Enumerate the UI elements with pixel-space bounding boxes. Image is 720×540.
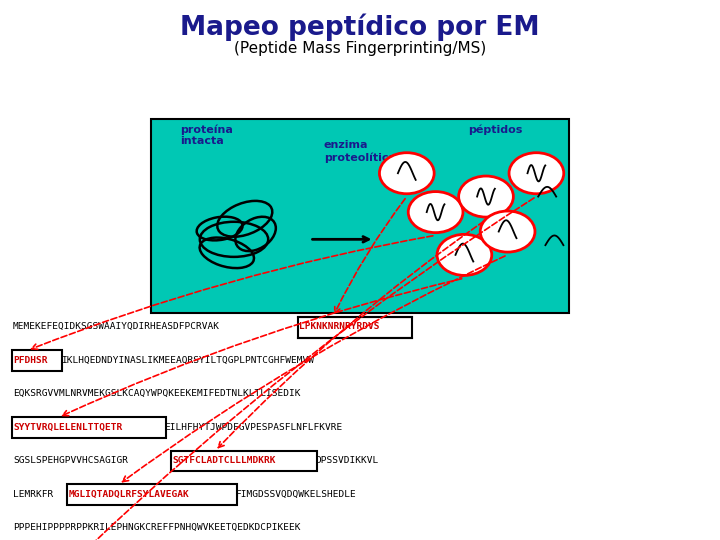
Circle shape — [459, 176, 513, 217]
Text: enzima
proteolítica: enzima proteolítica — [324, 140, 396, 163]
Bar — [151, 119, 569, 313]
Bar — [12, 417, 166, 438]
Text: DPSSVDIKKVL: DPSSVDIKKVL — [315, 456, 379, 465]
Circle shape — [480, 211, 535, 252]
Text: Mapeo peptídico por EM: Mapeo peptídico por EM — [180, 14, 540, 41]
Text: MGLIQTADQLRFSYLAVEGAK: MGLIQTADQLRFSYLAVEGAK — [68, 490, 189, 498]
Bar — [298, 317, 412, 338]
Circle shape — [437, 234, 492, 275]
Text: EQKSRGVVMLNRVMEKGSLKCAQYWPQKEEKEMIFEDTNLKLTLISEDIK: EQKSRGVVMLNRVMEKGSLKCAQYWPQKEEKEMIFEDTNL… — [13, 389, 300, 398]
Text: (Peptide Mass Fingerprinting/MS): (Peptide Mass Fingerprinting/MS) — [234, 40, 486, 56]
Text: EILHFHYTJWPDFGVPESPASFLNFLFKVRE: EILHFHYTJWPDFGVPESPASFLNFLFKVRE — [164, 423, 343, 431]
Text: SYYTVRQLELENLTTQETR: SYYTVRQLELENLTTQETR — [13, 423, 122, 431]
Text: FIMGDSSVQDQWKELSHEDLE: FIMGDSSVQDQWKELSHEDLE — [235, 490, 356, 498]
Bar — [67, 484, 237, 505]
Text: LPKNKNRNRYRDVS: LPKNKNRNRYRDVS — [300, 322, 380, 331]
Circle shape — [379, 153, 434, 194]
Circle shape — [408, 192, 463, 233]
Text: PPPEHIPPPPRPPKRILEPHNGKCREFFPNHQWVKEETQEDKDCPIKEEK: PPPEHIPPPPRPPKRILEPHNGKCREFFPNHQWVKEETQE… — [13, 523, 300, 532]
Text: LEMRKFR: LEMRKFR — [13, 490, 53, 498]
Circle shape — [509, 153, 564, 194]
Text: SGTFCLADTCLLLMDKRK: SGTFCLADTCLLLMDKRK — [172, 456, 276, 465]
Bar — [12, 350, 62, 371]
Text: péptidos: péptidos — [468, 124, 523, 134]
Text: IKLHQEDNDYINASLIKMEEAQRSYILTQGPLPNTCGHFWEMVW: IKLHQEDNDYINASLIKMEEAQRSYILTQGPLPNTCGHFW… — [60, 356, 314, 364]
Bar — [171, 451, 317, 471]
Text: PFDHSR: PFDHSR — [13, 356, 48, 364]
Text: SGSLSPEHGPVVHCSAGIGR: SGSLSPEHGPVVHCSAGIGR — [13, 456, 128, 465]
Text: MEMEKEFEQIDKSGSWAAIYQDIRHEASDFPCRVAK: MEMEKEFEQIDKSGSWAAIYQDIRHEASDFPCRVAK — [13, 322, 220, 331]
Text: proteína
intacta: proteína intacta — [180, 124, 233, 146]
